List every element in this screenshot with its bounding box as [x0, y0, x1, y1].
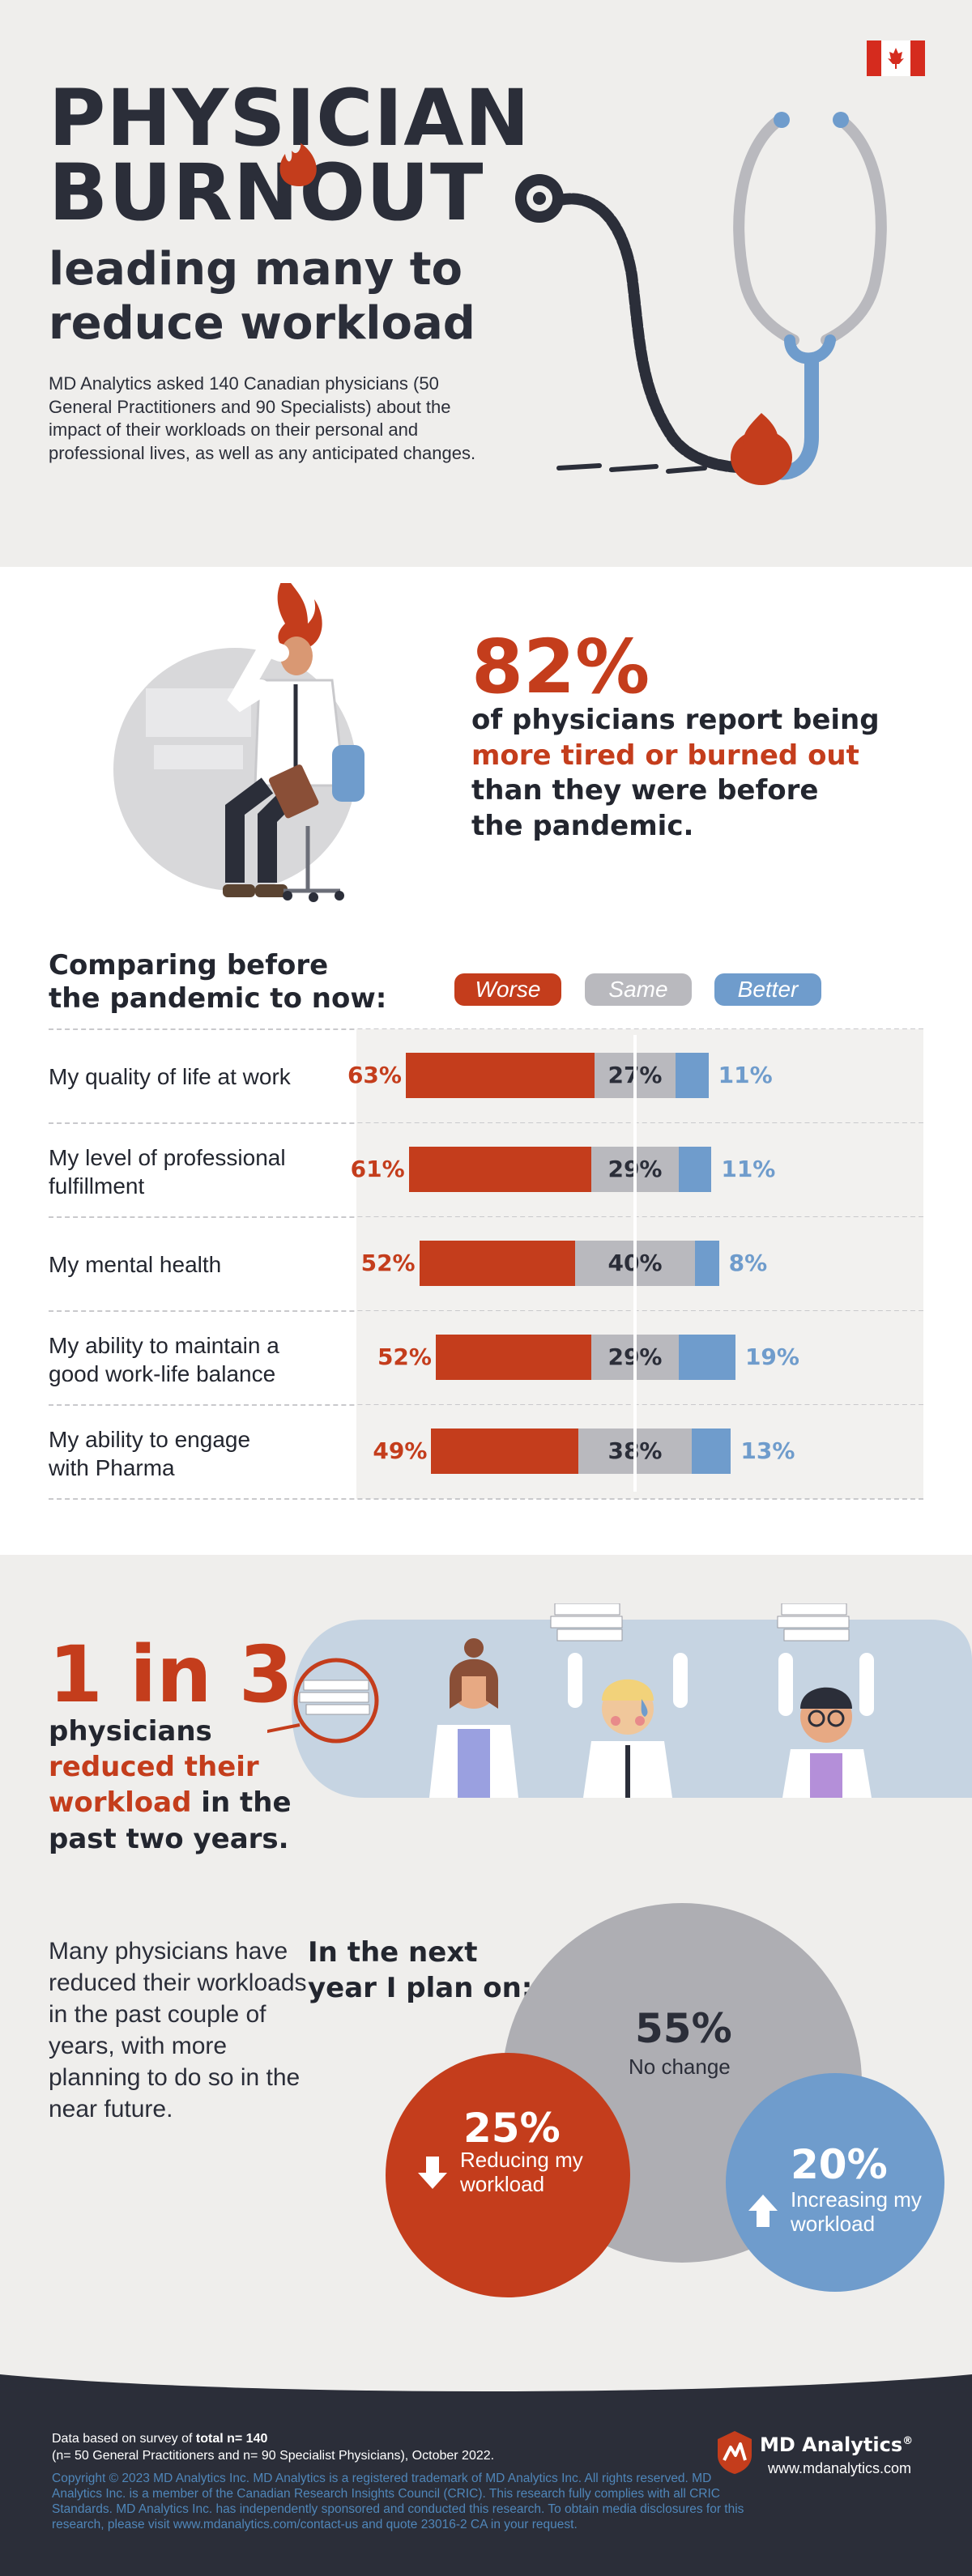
headline-stat-text: of physicians report being more tired or… — [471, 703, 880, 844]
bar-worse — [419, 1241, 575, 1286]
label-worse: 52% — [377, 1343, 432, 1370]
headline-stat-value: 82% — [471, 624, 650, 710]
survey-total: total n= 140 — [195, 2432, 268, 2446]
reducing-label-line: Reducing my — [460, 2148, 583, 2172]
row-label-line: with Pharma — [49, 1455, 175, 1480]
label-worse: 63% — [347, 1062, 402, 1088]
center-axis-line — [633, 1035, 637, 1492]
no-change-label: No change — [629, 2054, 731, 2079]
brand-trademark: ® — [902, 2435, 914, 2447]
bar-worse — [405, 1053, 595, 1098]
bar-better — [678, 1335, 735, 1380]
footer-wave-divider — [0, 2365, 972, 2391]
plans-title-line: In the next — [308, 1936, 478, 1969]
comparison-title-line: the pandemic to now: — [49, 981, 387, 1015]
increasing-label: Increasing my workload — [791, 2187, 922, 2237]
comparison-title-line: Comparing before — [49, 949, 329, 981]
row-label: My ability to maintain a good work-life b… — [49, 1331, 356, 1388]
headline-text-line: of physicians report being — [471, 704, 880, 736]
intro-text: MD Analytics asked 140 Canadian physicia… — [49, 373, 476, 463]
comparison-title: Comparing before the pandemic to now: — [49, 949, 386, 1015]
burned-out-doctor-illustration — [113, 583, 364, 902]
legend-worse: Worse — [454, 973, 561, 1006]
label-worse: 49% — [373, 1437, 428, 1464]
stethoscope-illustration — [515, 112, 887, 485]
row-label-line: My level of professional — [49, 1145, 286, 1170]
one-in-three-text: physicians reduced their workload in the… — [49, 1714, 316, 1857]
label-better: 8% — [728, 1250, 768, 1276]
canada-flag-icon — [867, 40, 925, 76]
brand-name: MD Analytics® — [760, 2433, 913, 2456]
increasing-label-line: Increasing my — [791, 2187, 922, 2212]
reducing-label: Reducing my workload — [460, 2148, 583, 2197]
row-label-line: fulfillment — [49, 1173, 145, 1199]
md-analytics-logo-icon — [718, 2431, 752, 2474]
label-worse: 52% — [360, 1250, 416, 1276]
reducing-bubble: 25% Reducing my workload — [386, 2053, 630, 2297]
legal-text: Copyright © 2023 MD Analytics Inc. MD An… — [52, 2472, 744, 2531]
row-separator — [49, 1498, 923, 1500]
reducing-label-line: workload — [460, 2171, 545, 2196]
headline-text-line: than they were before — [471, 774, 819, 807]
footer: Data based on survey of total n= 140 (n=… — [0, 2365, 972, 2576]
label-better: 13% — [740, 1437, 795, 1464]
one-in-three-line: past two years. — [49, 1822, 289, 1855]
row-label-line: good work-life balance — [49, 1361, 276, 1386]
survey-detail: (n= 50 General Practitioners and n= 90 S… — [52, 2448, 495, 2463]
label-worse: 61% — [350, 1156, 405, 1182]
headline-text-accent: more tired or burned out — [471, 739, 859, 772]
workload-section: 1 in 3 physicians reduced their workload… — [0, 1555, 972, 2365]
increasing-label-line: workload — [791, 2211, 876, 2236]
bar-worse — [408, 1147, 592, 1192]
plans-title: In the next year I plan on: — [308, 1935, 532, 2006]
survey-note: Data based on survey of total n= 140 (n=… — [52, 2431, 748, 2465]
one-in-three-line: in the — [191, 1786, 292, 1820]
subtitle-line-2: reduce workload — [49, 297, 475, 350]
row-label-line: My ability to engage — [49, 1427, 251, 1452]
survey-prefix: Data based on survey of — [52, 2432, 196, 2446]
bar-better — [678, 1147, 712, 1192]
plans-description: Many physicians have reduced their workl… — [49, 1938, 307, 2123]
arrow-up-icon — [748, 2195, 778, 2227]
no-change-value: 55% — [635, 2005, 732, 2052]
one-in-three-line: physicians — [49, 1715, 212, 1748]
label-better: 11% — [721, 1156, 776, 1182]
plans-title-line: year I plan on: — [308, 1971, 533, 2004]
row-label-line: My mental health — [49, 1252, 222, 1277]
subtitle-line-1: leading many to — [49, 243, 463, 296]
bar-worse — [435, 1335, 592, 1380]
bar-better — [695, 1241, 719, 1286]
doctors-paperwork-illustration — [267, 1603, 972, 1798]
bar-worse — [431, 1429, 578, 1474]
title-line-2: BURNOUT — [49, 147, 484, 238]
row-label: My quality of life at work — [49, 1062, 356, 1091]
label-better: 11% — [718, 1062, 773, 1088]
row-label: My mental health — [49, 1250, 356, 1279]
increasing-value: 20% — [791, 2141, 888, 2188]
one-in-three-value: 1 in 3 — [49, 1629, 293, 1720]
one-in-three-accent: workload — [49, 1786, 192, 1820]
bar-better — [675, 1053, 709, 1098]
legend-same: Same — [585, 973, 692, 1006]
legend-better: Better — [714, 973, 821, 1006]
flame-icon — [279, 143, 317, 186]
arrow-down-icon — [418, 2157, 447, 2189]
label-better: 19% — [744, 1343, 799, 1370]
row-label-line: My quality of life at work — [49, 1064, 291, 1089]
increasing-bubble: 20% Increasing my workload — [726, 2073, 944, 2292]
bar-better — [692, 1429, 731, 1474]
header-section: PHYSICIAN BURNOUT leading many to reduce… — [0, 0, 972, 567]
brand-text: MD Analytics — [760, 2433, 903, 2456]
brand-url[interactable]: www.mdanalytics.com — [768, 2460, 912, 2476]
reducing-value: 25% — [463, 2105, 561, 2152]
row-label-line: My ability to maintain a — [49, 1333, 279, 1358]
one-in-three-accent: reduced their — [49, 1751, 259, 1784]
row-label: My ability to engage with Pharma — [49, 1425, 356, 1482]
headline-text-line: the pandemic. — [471, 809, 694, 842]
stat-section: 82% of physicians report being more tire… — [0, 567, 972, 1555]
title-line-1: PHYSICIAN — [49, 73, 531, 164]
row-label: My level of professional fulfillment — [49, 1143, 356, 1200]
